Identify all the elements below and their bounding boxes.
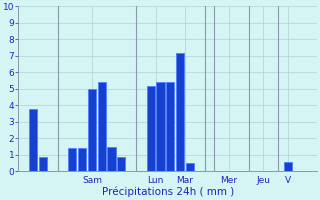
- Bar: [186, 163, 194, 171]
- Bar: [176, 53, 184, 171]
- Bar: [117, 157, 125, 171]
- Bar: [29, 109, 37, 171]
- X-axis label: Précipitations 24h ( mm ): Précipitations 24h ( mm ): [102, 187, 234, 197]
- Bar: [68, 148, 76, 171]
- Bar: [98, 82, 106, 171]
- Bar: [107, 147, 116, 171]
- Bar: [78, 148, 86, 171]
- Bar: [284, 162, 292, 171]
- Bar: [147, 86, 155, 171]
- Bar: [166, 82, 174, 171]
- Bar: [156, 82, 165, 171]
- Bar: [39, 157, 47, 171]
- Bar: [88, 89, 96, 171]
